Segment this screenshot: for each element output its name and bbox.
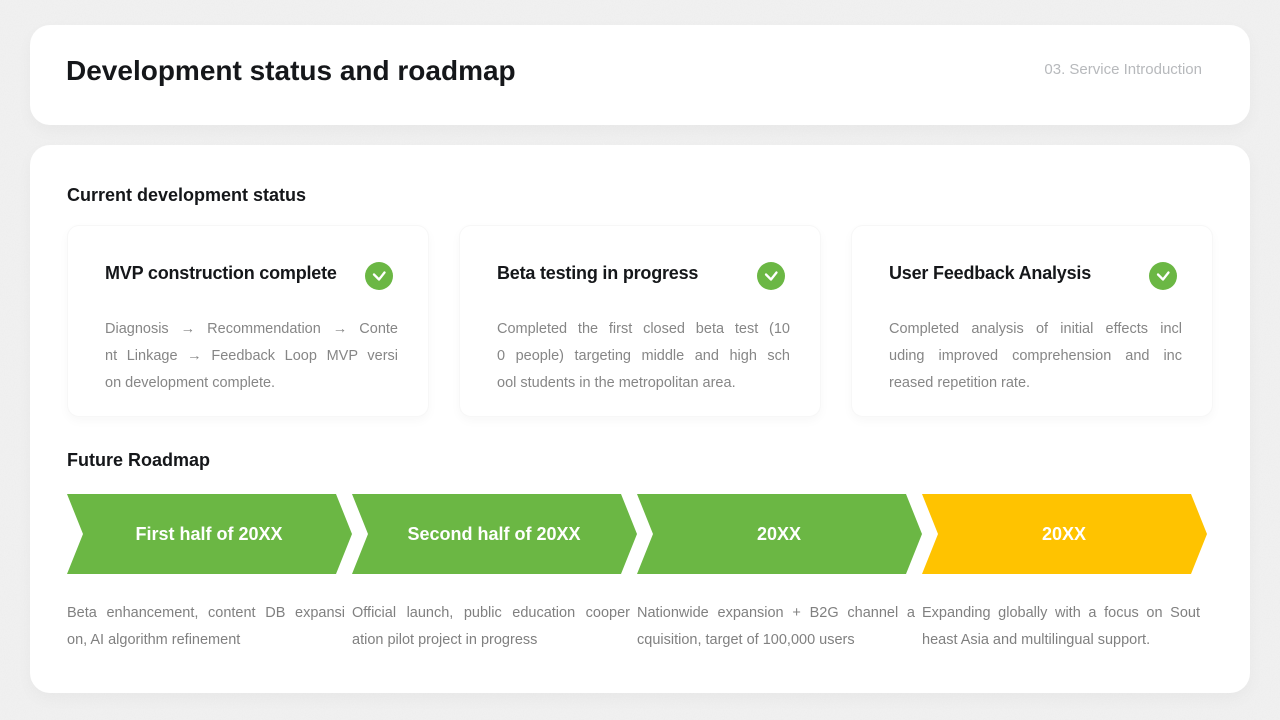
svg-text:20XX: 20XX xyxy=(1042,524,1086,544)
svg-text:Second half of 20XX: Second half of 20XX xyxy=(407,524,580,544)
svg-text:First half of 20XX: First half of 20XX xyxy=(135,524,282,544)
svg-text:20XX: 20XX xyxy=(757,524,801,544)
